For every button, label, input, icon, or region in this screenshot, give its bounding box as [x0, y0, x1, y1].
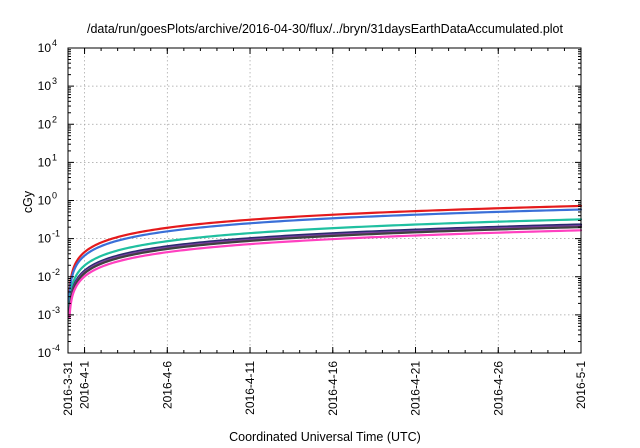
x-axis-title: Coordinated Universal Time (UTC): [229, 430, 421, 444]
x-tick-label: 2016-4-26: [491, 361, 505, 416]
y-tick-label: 10: [38, 117, 52, 131]
chart-title: /data/run/goesPlots/archive/2016-04-30/f…: [87, 22, 563, 36]
x-tick-label: 2016-4-6: [160, 361, 174, 409]
y-tick-label: 10: [38, 79, 52, 93]
series-line: [68, 218, 583, 314]
y-tick-exponent: 0: [52, 191, 57, 201]
x-tick-label: 2016-5-1: [574, 361, 588, 409]
y-tick-label: 10: [38, 232, 52, 246]
y-tick-exponent: -4: [52, 343, 60, 353]
series-line: [68, 204, 583, 305]
x-tick-label: 2016-4-11: [243, 361, 257, 415]
y-tick-label: 10: [38, 155, 52, 169]
series-group: [68, 204, 583, 319]
series-line: [68, 226, 583, 317]
series-line: [68, 223, 583, 317]
x-tick-label: 2016-4-21: [409, 361, 423, 416]
series-line: [68, 229, 583, 319]
y-tick-exponent: -3: [52, 305, 60, 315]
y-tick-exponent: -2: [52, 267, 60, 277]
y-tick-label: 10: [38, 41, 52, 55]
y-tick-exponent: 1: [52, 152, 57, 162]
y-axis-title: cGy: [21, 190, 35, 213]
x-tick-label: 2016-3-31: [61, 361, 75, 416]
y-tick-exponent: -1: [52, 229, 60, 239]
x-tick-label: 2016-4-1: [78, 361, 92, 409]
grid: [68, 48, 581, 353]
ticks: [67, 47, 582, 354]
y-tick-exponent: 2: [52, 114, 57, 124]
y-tick-label: 10: [38, 194, 52, 208]
x-tick-label: 2016-4-16: [326, 361, 340, 416]
y-tick-label: 10: [38, 270, 52, 284]
y-tick-exponent: 3: [52, 76, 57, 86]
x-tick-labels: 2016-3-31 2016-4-1 2016-4-6 2016-4-11 2016-4…: [61, 361, 588, 416]
y-tick-label: 10: [38, 308, 52, 322]
series-line: [68, 208, 583, 306]
y-tick-label: 10: [38, 346, 52, 360]
y-tick-exponent: 4: [52, 38, 57, 48]
